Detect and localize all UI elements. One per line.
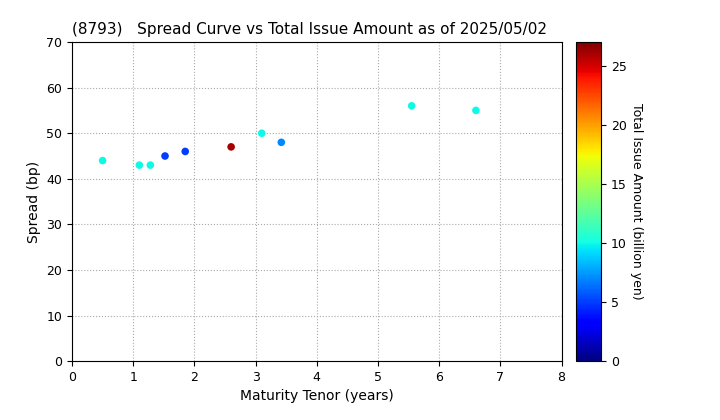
Point: [145, 162, 156, 168]
Point: [256, 130, 268, 136]
Point: [179, 148, 191, 155]
Point: [406, 102, 418, 109]
Point: [134, 162, 145, 168]
X-axis label: Maturity Tenor (years): Maturity Tenor (years): [240, 389, 394, 404]
Text: (8793)   Spread Curve vs Total Issue Amount as of 2025/05/02: (8793) Spread Curve vs Total Issue Amoun…: [72, 22, 547, 37]
Point: [96, 157, 108, 164]
Point: [276, 139, 287, 146]
Point: [159, 152, 171, 159]
Point: [225, 144, 237, 150]
Y-axis label: Spread (bp): Spread (bp): [27, 160, 41, 243]
Point: [470, 107, 482, 114]
Y-axis label: Total Issue Amount (billion yen): Total Issue Amount (billion yen): [631, 103, 644, 300]
